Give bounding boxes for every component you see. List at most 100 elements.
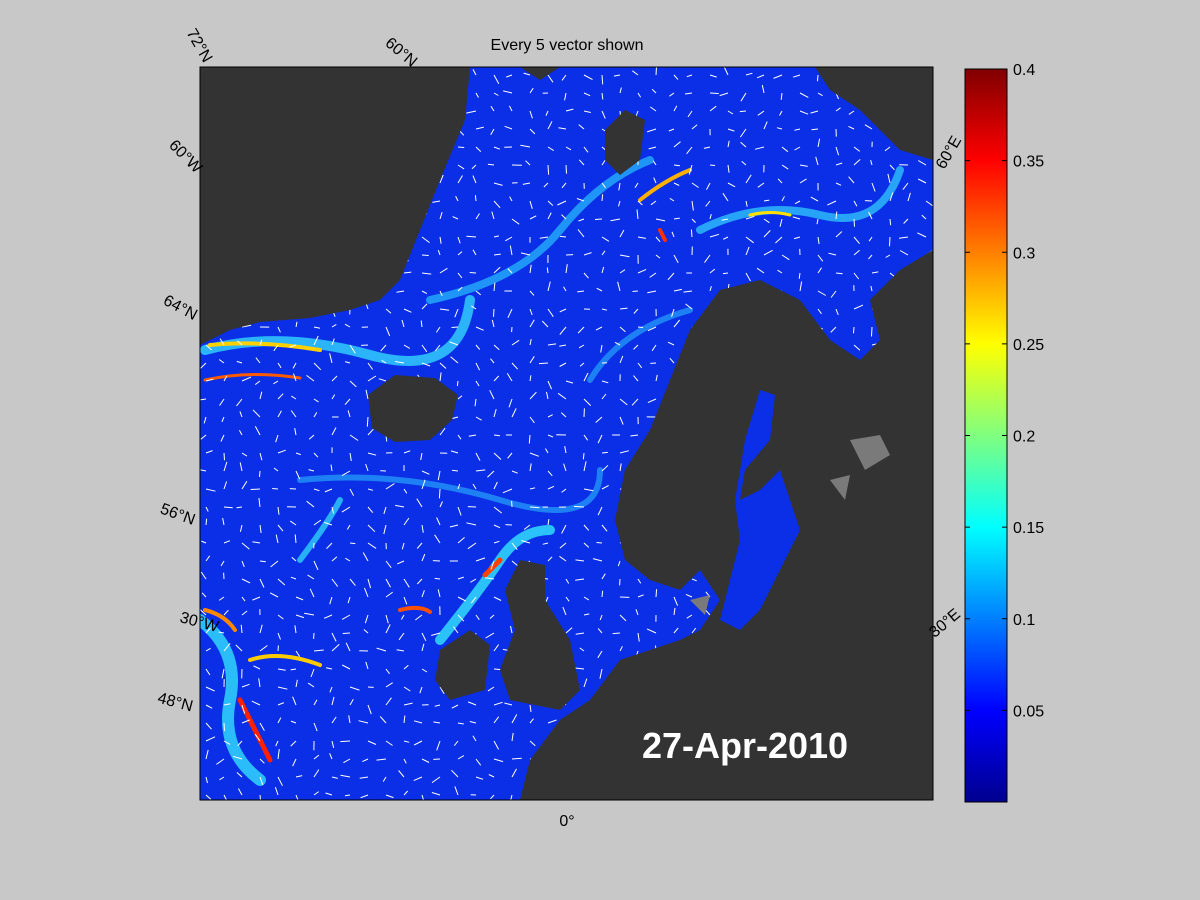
- vector: [817, 138, 821, 148]
- vector: [740, 92, 747, 102]
- vector: [493, 701, 503, 706]
- vector: [565, 164, 567, 174]
- vector: [688, 164, 693, 175]
- vector: [239, 411, 243, 418]
- vector: [383, 524, 387, 535]
- vector: [655, 67, 657, 76]
- vector: [205, 488, 216, 492]
- vector: [667, 272, 675, 281]
- vector: [472, 175, 477, 184]
- vector: [452, 626, 459, 634]
- vector: [313, 519, 322, 526]
- vector: [835, 272, 843, 275]
- vector: [341, 470, 351, 477]
- baltic-sea: [720, 390, 800, 630]
- vector: [367, 362, 374, 370]
- lakes: [690, 435, 890, 615]
- vector: [596, 542, 603, 544]
- vector: [449, 524, 459, 528]
- vector: [673, 254, 679, 264]
- vector: [277, 393, 284, 400]
- vector: [273, 467, 279, 472]
- vector: [475, 614, 480, 620]
- vector: [673, 627, 679, 634]
- vector: [203, 416, 207, 424]
- vector: [491, 211, 495, 220]
- vector: [561, 182, 567, 189]
- vector: [798, 272, 801, 279]
- vector: [236, 772, 243, 778]
- vector: [601, 194, 604, 202]
- vector: [241, 324, 252, 328]
- vector: [547, 74, 554, 83]
- vector: [655, 374, 658, 382]
- vector: [241, 610, 248, 616]
- vector: [437, 470, 441, 481]
- vector: [547, 485, 555, 490]
- vector: [601, 110, 606, 119]
- vector: [254, 733, 261, 742]
- vector: [595, 416, 603, 423]
- vector: [493, 282, 496, 292]
- vector: [431, 776, 441, 784]
- vector: [614, 341, 621, 346]
- vector: [401, 319, 405, 328]
- vector: [596, 287, 603, 292]
- date-label: 27-Apr-2010: [642, 725, 848, 766]
- vector: [490, 105, 495, 112]
- vector: [313, 699, 318, 706]
- vector: [325, 792, 333, 796]
- vector: [868, 236, 873, 242]
- vector: [853, 159, 861, 166]
- vector: [290, 740, 297, 747]
- vector: [507, 268, 513, 274]
- current-streaks: [200, 156, 904, 786]
- vector: [457, 286, 463, 292]
- vector: [794, 128, 801, 131]
- vector: [415, 614, 423, 621]
- vector: [493, 740, 500, 750]
- vector: [457, 236, 461, 244]
- vector: [835, 162, 843, 166]
- vector: [205, 555, 211, 562]
- vector: [259, 470, 261, 477]
- vector: [763, 218, 770, 224]
- vector: [583, 146, 589, 153]
- vector: [416, 578, 423, 585]
- vector: [691, 627, 697, 634]
- colorbar-tick-label: 0.05: [1013, 703, 1044, 720]
- vector: [687, 110, 693, 118]
- vector: [270, 560, 279, 568]
- vector: [794, 200, 801, 205]
- vector: [686, 74, 693, 78]
- vector: [669, 197, 675, 202]
- vector: [205, 736, 216, 742]
- vector: [493, 716, 500, 724]
- vector: [853, 304, 864, 310]
- vector: [367, 524, 376, 533]
- vector: [673, 74, 679, 80]
- vector: [619, 87, 622, 94]
- vector: [292, 362, 297, 369]
- vector: [456, 380, 459, 387]
- vector: [529, 308, 533, 316]
- vector: [490, 560, 495, 570]
- vector: [651, 88, 657, 94]
- vector: [511, 362, 519, 370]
- vector: [529, 87, 534, 94]
- vector: [235, 644, 243, 652]
- vector: [277, 449, 286, 454]
- vector: [564, 92, 567, 101]
- vector: [597, 434, 603, 444]
- vector: [583, 272, 589, 279]
- vector: [421, 290, 428, 295]
- vector: [433, 721, 441, 724]
- vector: [583, 434, 589, 441]
- vector: [633, 344, 639, 350]
- vector: [573, 505, 585, 508]
- vector: [421, 643, 425, 652]
- vector: [439, 267, 448, 274]
- vector: [918, 160, 927, 166]
- vector: [367, 452, 377, 456]
- vector: [601, 573, 606, 580]
